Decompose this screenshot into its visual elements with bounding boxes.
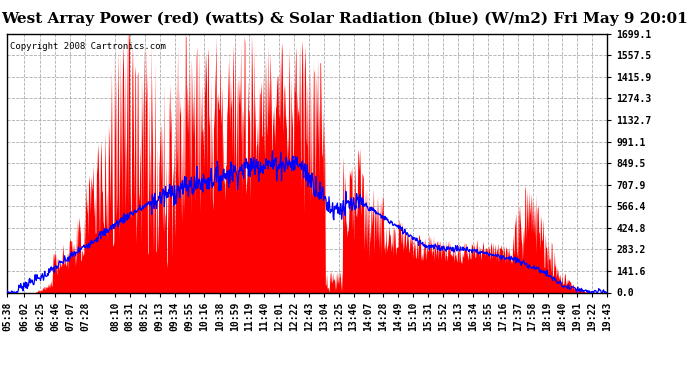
Text: Copyright 2008 Cartronics.com: Copyright 2008 Cartronics.com xyxy=(10,42,166,51)
Text: West Array Power (red) (watts) & Solar Radiation (blue) (W/m2) Fri May 9 20:01: West Array Power (red) (watts) & Solar R… xyxy=(1,11,689,26)
